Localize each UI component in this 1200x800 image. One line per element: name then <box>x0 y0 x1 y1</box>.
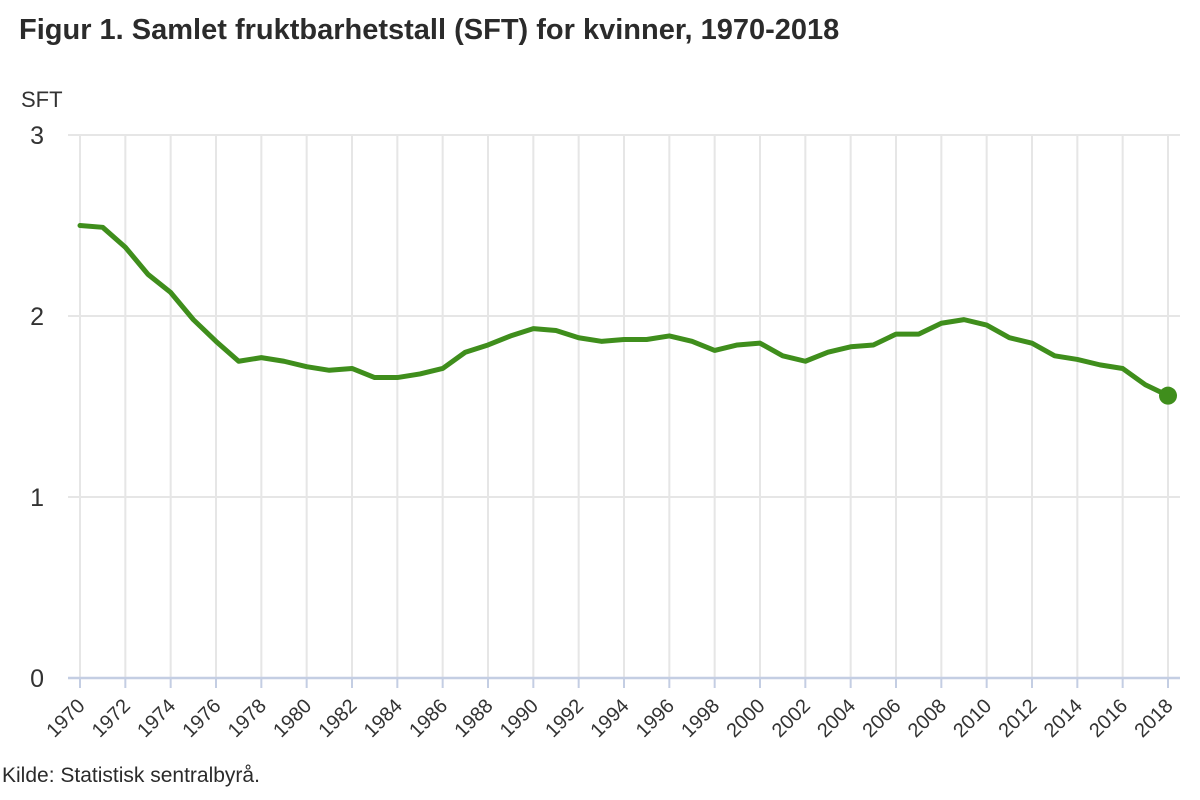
x-tick-label: 2018 <box>1131 695 1178 742</box>
x-tick-label: 2006 <box>859 695 906 742</box>
x-tick-label: 2014 <box>1040 695 1087 742</box>
x-tick-label: 2010 <box>949 695 996 742</box>
x-tick-label: 2004 <box>813 695 860 742</box>
x-tick-label: 1990 <box>496 695 543 742</box>
x-tick-label: 1970 <box>43 695 90 742</box>
x-tick-label: 1996 <box>632 695 679 742</box>
x-tick-label: 2002 <box>768 695 815 742</box>
y-tick-label: 3 <box>30 122 44 150</box>
x-tick-label: 1974 <box>133 695 180 742</box>
y-tick-label: 1 <box>30 484 44 512</box>
x-tick-label: 2008 <box>904 695 951 742</box>
x-tick-label: 1978 <box>224 695 271 742</box>
y-axis-title: SFT <box>21 87 63 112</box>
x-tick-label: 1988 <box>451 695 498 742</box>
series-end-marker <box>1159 386 1177 405</box>
x-tick-label: 1972 <box>88 695 135 742</box>
x-tick-label: 1976 <box>179 695 226 742</box>
vertical-gridlines <box>79 135 1169 678</box>
x-axis-tick-labels: 1970197219741976197819801982198419861988… <box>43 695 1178 742</box>
x-tick-label: 1984 <box>360 695 407 742</box>
x-tick-label: 2016 <box>1085 695 1132 742</box>
chart-title: Figur 1. Samlet fruktbarhetstall (SFT) f… <box>19 14 840 46</box>
x-tick-label: 1982 <box>315 695 362 742</box>
x-tick-label: 1980 <box>269 695 316 742</box>
sft-line-series <box>77 223 1171 399</box>
source-note: Kilde: Statistisk sentralbyrå. <box>2 764 260 787</box>
x-tick-label: 1994 <box>587 695 634 742</box>
x-tick-label: 1986 <box>405 695 452 742</box>
horizontal-gridlines <box>68 134 1180 498</box>
x-tick-label: 1998 <box>677 695 724 742</box>
x-tick-label: 1992 <box>541 695 588 742</box>
x-tick-label: 2000 <box>723 695 770 742</box>
x-tick-label: 2012 <box>995 695 1042 742</box>
x-axis-line-and-ticks <box>68 676 1180 688</box>
y-axis-tick-labels: 0 1 2 3 <box>30 122 44 693</box>
y-tick-label: 2 <box>30 303 44 331</box>
y-tick-label: 0 <box>30 665 44 693</box>
